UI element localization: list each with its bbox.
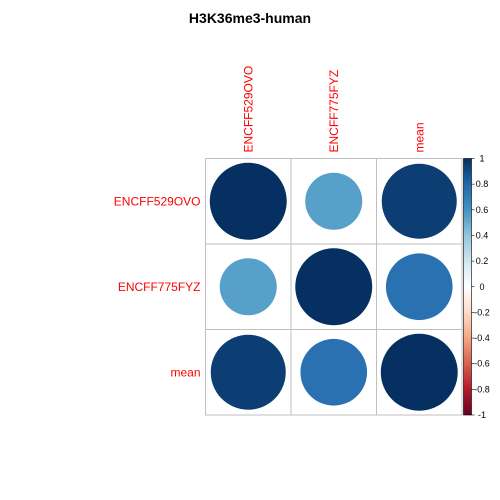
- column-label: mean: [412, 122, 426, 152]
- matrix-cells: [205, 158, 463, 416]
- correlation-circle: [380, 333, 458, 411]
- colorbar-tick-label: -0.8: [474, 384, 490, 394]
- colorbar-tick-label: 0.2: [476, 256, 489, 266]
- colorbar-tick-label: 0.6: [476, 205, 489, 215]
- colorbar-tick-label: -1: [478, 410, 486, 420]
- correlation-circle: [381, 163, 457, 239]
- colorbar-tick-label: 1: [479, 154, 484, 164]
- colorbar-tick-label: -0.2: [474, 307, 490, 317]
- row-label: mean: [170, 365, 200, 379]
- row-label: ENCFF529OVO: [114, 194, 201, 208]
- colorbar-tick-label: 0: [479, 282, 484, 292]
- chart-title: H3K36me3-human: [189, 10, 311, 26]
- colorbar-tick-label: -0.6: [474, 359, 490, 369]
- correlation-circle: [219, 258, 277, 316]
- colorbar-tick-label: 0.8: [476, 179, 489, 189]
- colorbar-tick-label: 0.4: [476, 230, 489, 240]
- correlation-circle: [305, 172, 363, 230]
- colorbar: 1 0.8 0.6 0.4 0.2 0 -0.2 -0.4 -0.6 -0.8 -1: [463, 154, 490, 420]
- row-labels: ENCFF529OVO ENCFF775FYZ mean: [114, 194, 201, 379]
- correlation-circle: [300, 338, 368, 406]
- column-label: ENCFF529OVO: [241, 66, 255, 153]
- colorbar-tick-label: -0.4: [474, 333, 490, 343]
- colorbar-gradient: [463, 158, 472, 416]
- correlation-circle: [210, 334, 286, 410]
- column-labels: ENCFF529OVO ENCFF775FYZ mean: [241, 66, 426, 153]
- row-label: ENCFF775FYZ: [118, 280, 201, 294]
- correlation-circle: [385, 253, 453, 321]
- correlation-circle: [295, 248, 373, 326]
- correlation-circle: [209, 162, 287, 240]
- column-label: ENCFF775FYZ: [327, 70, 341, 153]
